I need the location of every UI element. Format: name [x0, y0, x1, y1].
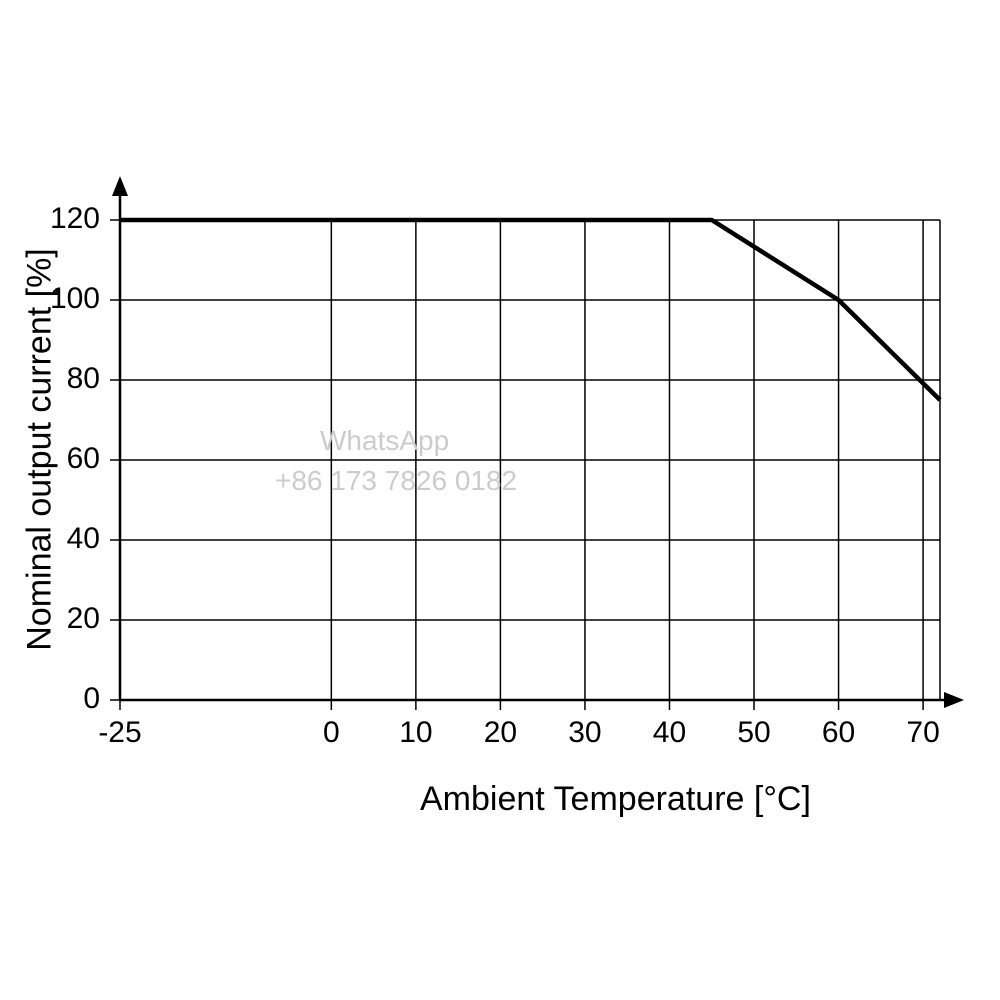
chart-svg	[0, 0, 1000, 1000]
y-tick-label: 80	[40, 362, 100, 396]
x-tick-label: 0	[301, 716, 361, 750]
y-tick-label: 40	[40, 522, 100, 556]
x-tick-label: 60	[809, 716, 869, 750]
x-tick-label: 10	[386, 716, 446, 750]
y-tick-label: 60	[40, 442, 100, 476]
y-tick-label: 0	[40, 682, 100, 716]
x-tick-label: 30	[555, 716, 615, 750]
derating-chart: Nominal output current [%] Ambient Tempe…	[0, 0, 1000, 1000]
y-tick-label: 120	[40, 202, 100, 236]
x-tick-label: 50	[724, 716, 784, 750]
x-tick-label: 70	[893, 716, 953, 750]
x-tick-label: -25	[90, 716, 150, 750]
y-tick-label: 100	[40, 282, 100, 316]
x-tick-label: 20	[470, 716, 530, 750]
x-axis-label: Ambient Temperature [°C]	[420, 780, 811, 819]
y-tick-label: 20	[40, 602, 100, 636]
x-tick-label: 40	[639, 716, 699, 750]
